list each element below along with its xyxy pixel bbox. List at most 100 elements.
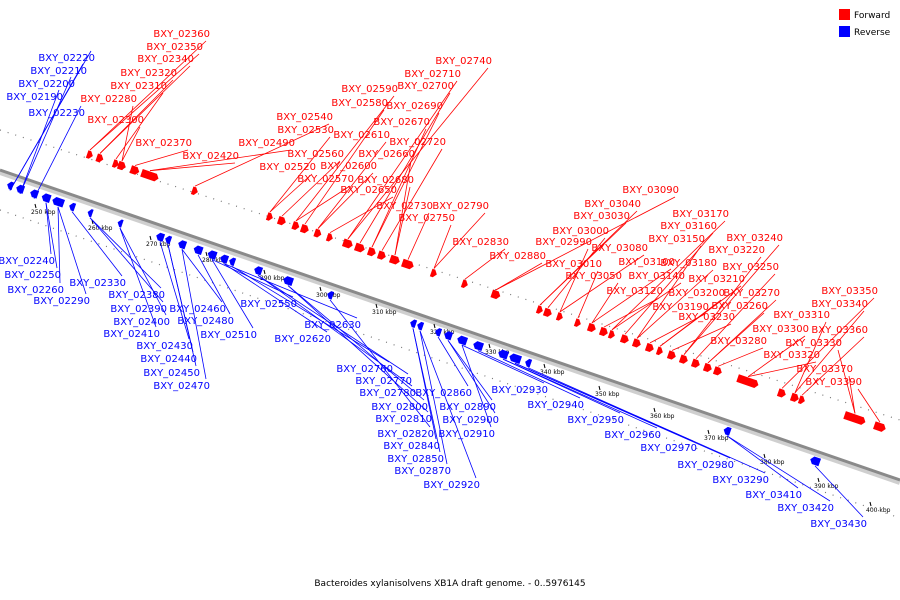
forward-gene-label[interactable]: BXY_02280 — [80, 94, 137, 105]
forward-gene-block[interactable] — [678, 354, 689, 365]
forward-gene-block[interactable] — [690, 358, 701, 369]
forward-gene-label[interactable]: BXY_03160 — [660, 221, 717, 232]
reverse-gene-label[interactable]: BXY_02850 — [387, 454, 444, 465]
reverse-gene-block[interactable] — [29, 189, 40, 199]
reverse-gene-label[interactable]: BXY_02940 — [527, 400, 584, 411]
reverse-gene-label[interactable]: BXY_02460 — [169, 304, 226, 315]
forward-gene-label[interactable]: BXY_03360 — [811, 325, 868, 336]
forward-gene-label[interactable]: BXY_02880 — [489, 251, 546, 262]
forward-gene-block[interactable] — [555, 312, 564, 322]
reverse-gene-block[interactable] — [86, 208, 94, 218]
forward-gene-block[interactable] — [776, 388, 787, 398]
forward-gene-label[interactable]: BXY_03240 — [726, 233, 783, 244]
forward-gene-label[interactable]: BXY_03210 — [688, 274, 745, 285]
forward-gene-block[interactable] — [265, 212, 274, 222]
forward-gene-label[interactable]: BXY_02300 — [87, 115, 144, 126]
reverse-gene-label[interactable]: BXY_02470 — [153, 381, 210, 392]
reverse-gene-label[interactable]: BXY_02330 — [69, 278, 126, 289]
reverse-gene-block[interactable] — [409, 319, 418, 329]
forward-gene-label[interactable]: BXY_03200 — [668, 288, 725, 299]
forward-gene-block[interactable] — [313, 228, 322, 239]
reverse-gene-block[interactable] — [456, 335, 469, 346]
reverse-gene-label[interactable]: BXY_02240 — [0, 256, 55, 267]
forward-gene-block[interactable] — [702, 362, 713, 373]
forward-gene-block[interactable] — [644, 342, 655, 353]
forward-gene-label[interactable]: BXY_03050 — [565, 271, 622, 282]
forward-gene-label[interactable]: BXY_03040 — [584, 199, 641, 210]
forward-gene-label[interactable]: BXY_02680 — [357, 175, 414, 186]
reverse-gene-label[interactable]: BXY_02760 — [336, 364, 393, 375]
reverse-gene-block[interactable] — [282, 275, 295, 287]
reverse-gene-label[interactable]: BXY_02970 — [640, 443, 697, 454]
forward-gene-block[interactable] — [631, 338, 642, 348]
forward-gene-block[interactable] — [190, 186, 199, 196]
reverse-gene-block[interactable] — [6, 181, 15, 191]
forward-gene-label[interactable]: BXY_02560 — [287, 149, 344, 160]
forward-gene-block[interactable] — [366, 247, 377, 257]
forward-gene-label[interactable]: BXY_03370 — [796, 364, 853, 375]
forward-gene-label[interactable]: BXY_03280 — [710, 336, 767, 347]
reverse-gene-label[interactable]: BXY_02200 — [18, 79, 75, 90]
reverse-gene-block[interactable] — [116, 219, 124, 228]
forward-gene-label[interactable]: BXY_03330 — [785, 338, 842, 349]
forward-gene-label[interactable]: BXY_02670 — [373, 117, 430, 128]
forward-gene-label[interactable]: BXY_02710 — [404, 69, 461, 80]
reverse-gene-label[interactable]: BXY_02220 — [38, 53, 95, 64]
forward-gene-block[interactable] — [276, 216, 287, 226]
reverse-gene-label[interactable]: BXY_02960 — [604, 430, 661, 441]
reverse-gene-label[interactable]: BXY_02410 — [103, 329, 160, 340]
forward-gene-label[interactable]: BXY_02730 — [376, 201, 433, 212]
reverse-gene-label[interactable]: BXY_03430 — [810, 519, 867, 530]
reverse-gene-label[interactable]: BXY_03290 — [712, 475, 769, 486]
forward-gene-label[interactable]: BXY_02310 — [110, 81, 167, 92]
reverse-gene-label[interactable]: BXY_03420 — [777, 503, 834, 514]
reverse-gene-block[interactable] — [497, 349, 510, 360]
forward-gene-label[interactable]: BXY_02740 — [435, 56, 492, 67]
forward-gene-label[interactable]: BXY_03220 — [708, 245, 765, 256]
reverse-gene-block[interactable] — [68, 202, 77, 212]
forward-gene-label[interactable]: BXY_02370 — [135, 138, 192, 149]
forward-gene-label[interactable]: BXY_02650 — [340, 185, 397, 196]
reverse-gene-label[interactable]: BXY_02630 — [304, 320, 361, 331]
reverse-gene-block[interactable] — [326, 290, 335, 300]
reverse-gene-label[interactable]: BXY_02890 — [439, 402, 496, 413]
forward-gene-label[interactable]: BXY_02830 — [452, 237, 509, 248]
forward-gene-block[interactable] — [789, 392, 800, 403]
forward-gene-label[interactable]: BXY_02490 — [238, 138, 295, 149]
reverse-gene-label[interactable]: BXY_02290 — [33, 296, 90, 307]
reverse-gene-block[interactable] — [434, 327, 443, 337]
forward-gene-block[interactable] — [666, 350, 677, 360]
forward-gene-label[interactable]: BXY_02690 — [386, 101, 443, 112]
forward-gene-block[interactable] — [586, 322, 597, 333]
forward-gene-label[interactable]: BXY_02750 — [398, 213, 455, 224]
reverse-gene-block[interactable] — [722, 426, 732, 436]
forward-gene-block[interactable] — [140, 168, 160, 182]
forward-gene-label[interactable]: BXY_03300 — [752, 324, 809, 335]
reverse-gene-label[interactable]: BXY_02210 — [30, 66, 87, 77]
reverse-gene-label[interactable]: BXY_02820 — [377, 429, 434, 440]
forward-gene-block[interactable] — [291, 221, 300, 231]
forward-gene-label[interactable]: BXY_03100 — [618, 257, 675, 268]
reverse-gene-block[interactable] — [228, 257, 237, 267]
reverse-gene-label[interactable]: BXY_02480 — [177, 316, 234, 327]
forward-gene-block[interactable] — [299, 224, 310, 234]
reverse-gene-label[interactable]: BXY_02780 — [359, 388, 416, 399]
forward-gene-block[interactable] — [388, 254, 401, 266]
reverse-gene-block[interactable] — [192, 245, 204, 256]
forward-gene-block[interactable] — [843, 411, 866, 426]
forward-gene-block[interactable] — [116, 160, 127, 171]
forward-gene-label[interactable]: BXY_03230 — [678, 312, 735, 323]
forward-gene-label[interactable]: BXY_02570 — [297, 174, 354, 185]
forward-gene-label[interactable]: BXY_02720 — [389, 137, 446, 148]
forward-gene-label[interactable]: BXY_02340 — [137, 54, 194, 65]
forward-gene-label[interactable]: BXY_02990 — [535, 237, 592, 248]
forward-gene-label[interactable]: BXY_03120 — [606, 286, 663, 297]
forward-gene-label[interactable]: BXY_03170 — [672, 209, 729, 220]
forward-gene-block[interactable] — [341, 238, 354, 249]
forward-gene-label[interactable]: BXY_03350 — [821, 286, 878, 297]
reverse-gene-label[interactable]: BXY_02510 — [200, 330, 257, 341]
forward-gene-label[interactable]: BXY_03080 — [591, 243, 648, 254]
forward-gene-label[interactable]: BXY_03340 — [811, 299, 868, 310]
forward-gene-block[interactable] — [85, 150, 94, 160]
forward-gene-label[interactable]: BXY_03000 — [552, 226, 609, 237]
